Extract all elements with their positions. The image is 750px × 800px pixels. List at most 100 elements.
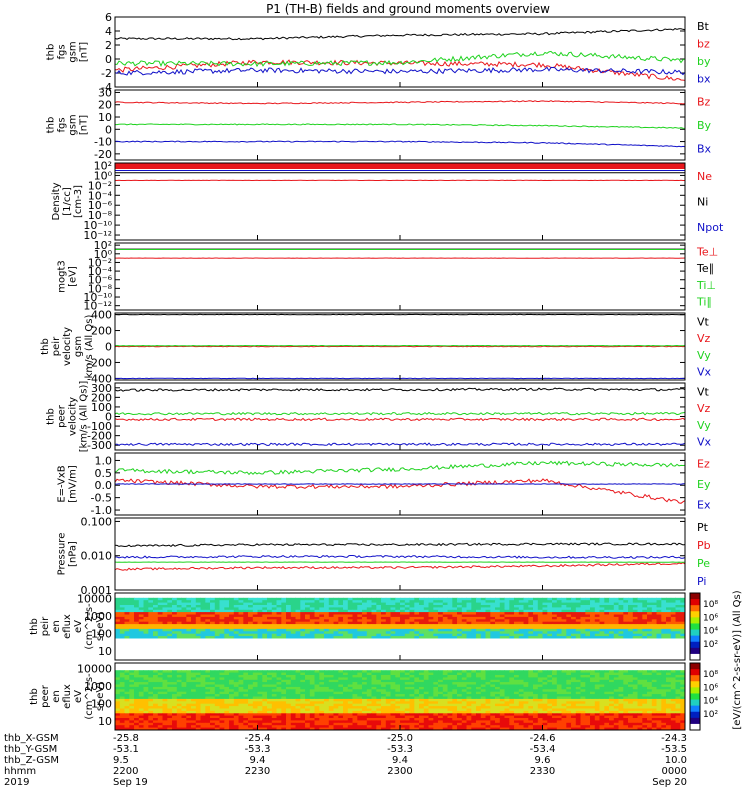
spec-cell bbox=[571, 663, 577, 666]
spec-cell bbox=[233, 655, 239, 658]
spec-cell bbox=[205, 600, 211, 603]
spec-cell bbox=[447, 636, 453, 639]
spec-cell bbox=[129, 633, 135, 637]
spec-cell bbox=[267, 675, 273, 678]
spec-cell bbox=[314, 684, 320, 688]
spec-cell bbox=[594, 652, 600, 656]
spec-cell bbox=[594, 597, 600, 601]
spec-cell bbox=[148, 595, 154, 599]
ytick-label: 200 bbox=[91, 325, 112, 338]
spec-cell bbox=[271, 619, 277, 623]
spec-cell bbox=[423, 652, 429, 656]
spec-cell bbox=[542, 640, 548, 644]
spec-cell bbox=[129, 655, 135, 658]
spec-cell bbox=[176, 614, 182, 618]
spec-cell bbox=[599, 663, 605, 666]
spec-cell bbox=[191, 670, 197, 673]
spec-cell bbox=[195, 600, 201, 603]
spec-cell bbox=[124, 614, 130, 618]
spec-cell bbox=[509, 682, 515, 685]
spec-cell bbox=[362, 675, 368, 678]
spec-cell bbox=[390, 595, 396, 599]
ytick-label: 10⁻¹² bbox=[83, 300, 112, 313]
spec-cell bbox=[195, 650, 201, 654]
spec-cell bbox=[480, 614, 486, 618]
spec-cell bbox=[670, 633, 676, 637]
spec-cell bbox=[286, 670, 292, 673]
spec-cell bbox=[547, 626, 553, 630]
spec-cell bbox=[618, 640, 624, 644]
spec-cell bbox=[238, 645, 244, 649]
spec-cell bbox=[461, 624, 467, 627]
spec-cell bbox=[623, 636, 629, 639]
spec-cell bbox=[224, 612, 230, 615]
spec-cell bbox=[556, 682, 562, 685]
spec-cell bbox=[328, 628, 334, 632]
spec-cell bbox=[433, 657, 439, 661]
spec-cell bbox=[628, 650, 634, 654]
spec-cell bbox=[195, 679, 201, 683]
spec-cell bbox=[632, 665, 638, 669]
ylabel-line: thb bbox=[29, 688, 40, 705]
spec-cell bbox=[461, 619, 467, 623]
spec-cell bbox=[252, 672, 258, 676]
spec-cell bbox=[466, 650, 472, 654]
spec-cell bbox=[461, 684, 467, 688]
spec-cell bbox=[604, 686, 610, 690]
spec-cell bbox=[599, 640, 605, 644]
spec-cell bbox=[134, 602, 140, 606]
spec-cell bbox=[656, 684, 662, 688]
spec-cell bbox=[537, 612, 543, 615]
spec-cell bbox=[238, 593, 244, 596]
spec-cell bbox=[433, 677, 439, 681]
spec-cell bbox=[523, 612, 529, 615]
spec-cell bbox=[309, 616, 315, 620]
spec-cell bbox=[119, 602, 125, 606]
spec-cell bbox=[186, 655, 192, 658]
spec-cell bbox=[115, 682, 121, 685]
spec-cell bbox=[153, 628, 159, 632]
spec-cell bbox=[381, 633, 387, 637]
spec-cell bbox=[224, 607, 230, 611]
spec-cell bbox=[300, 655, 306, 658]
spec-cell bbox=[148, 679, 154, 683]
spec-cell bbox=[447, 645, 453, 649]
spec-cell bbox=[381, 597, 387, 601]
spec-cell bbox=[162, 633, 168, 637]
spec-cell bbox=[119, 686, 125, 690]
spec-cell bbox=[670, 605, 676, 608]
spec-cell bbox=[428, 602, 434, 606]
spec-cell bbox=[153, 621, 159, 625]
spec-cell bbox=[409, 602, 415, 606]
spec-cell bbox=[172, 593, 178, 596]
ytick-label: 10⁻² bbox=[88, 179, 112, 192]
spec-cell bbox=[400, 686, 406, 690]
spec-cell bbox=[119, 621, 125, 625]
spec-cell bbox=[248, 663, 254, 666]
spec-cell bbox=[461, 609, 467, 613]
spec-cell bbox=[651, 628, 657, 632]
spec-cell bbox=[628, 648, 634, 651]
spec-cell bbox=[447, 652, 453, 656]
spec-cell bbox=[433, 631, 439, 635]
spec-cell bbox=[480, 684, 486, 688]
spec-cell bbox=[628, 679, 634, 683]
spec-cell bbox=[286, 624, 292, 627]
spec-cell bbox=[461, 686, 467, 690]
spec-cell bbox=[381, 609, 387, 613]
spec-cell bbox=[205, 619, 211, 623]
spec-cell bbox=[119, 614, 125, 618]
spec-cell bbox=[290, 643, 296, 647]
spec-cell bbox=[480, 631, 486, 635]
spec-cell bbox=[523, 686, 529, 690]
spec-cell bbox=[632, 631, 638, 635]
spec-cell bbox=[547, 648, 553, 651]
spec-cell bbox=[286, 657, 292, 661]
spec-cell bbox=[352, 677, 358, 681]
spec-cell bbox=[390, 607, 396, 611]
spec-cell bbox=[319, 633, 325, 637]
spec-cell bbox=[362, 645, 368, 649]
spec-cell bbox=[153, 633, 159, 637]
spec-cell bbox=[666, 677, 672, 681]
series-Pt bbox=[114, 542, 686, 548]
